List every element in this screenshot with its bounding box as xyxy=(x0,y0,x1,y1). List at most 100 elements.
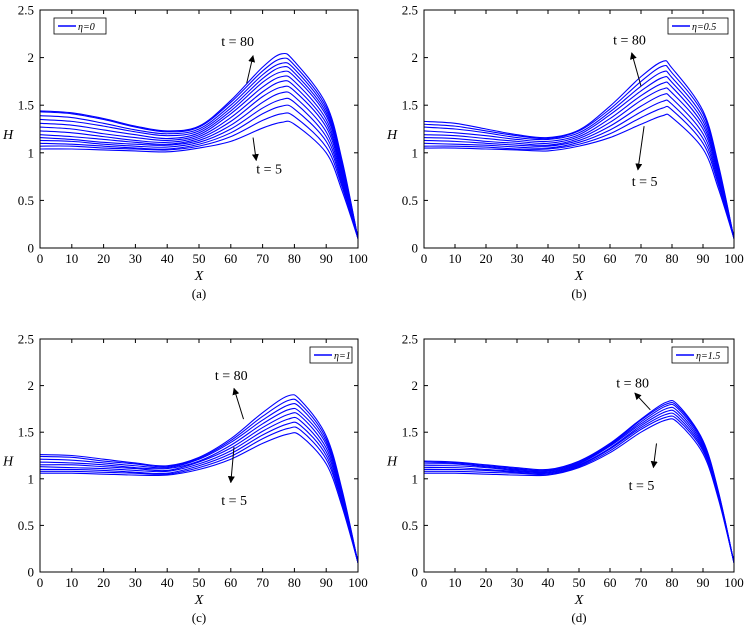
plot-frame xyxy=(423,9,735,249)
y-axis-label: H xyxy=(2,128,14,143)
annotation-arrow-1 xyxy=(246,55,256,84)
series-line-10 xyxy=(39,65,359,239)
series-line-1 xyxy=(39,432,359,563)
x-tick-label: 20 xyxy=(97,575,110,590)
series-line-4 xyxy=(423,93,735,239)
x-tick-label: 50 xyxy=(193,251,206,266)
series-line-2 xyxy=(423,415,735,563)
y-tick-label: 0 xyxy=(412,565,419,580)
annotation-arrow-2 xyxy=(251,137,259,162)
series-line-4 xyxy=(39,416,359,563)
y-tick-label: 2 xyxy=(28,378,35,393)
annotation-arrow-2 xyxy=(650,443,658,469)
series-line-6 xyxy=(39,407,359,563)
plot-frame xyxy=(423,338,735,573)
annotation-label-1: t = 80 xyxy=(616,376,649,391)
x-tick-label: 10 xyxy=(449,251,462,266)
series-line-7 xyxy=(39,80,359,239)
x-tick-label: 70 xyxy=(635,575,648,590)
x-tick-label: 10 xyxy=(65,575,78,590)
series-line-2 xyxy=(423,105,735,239)
x-tick-label: 0 xyxy=(421,251,428,266)
x-axis-label: X xyxy=(574,593,584,608)
y-tick-label: 1.5 xyxy=(402,98,418,113)
legend-label: η=1 xyxy=(334,351,351,362)
x-tick-label: 90 xyxy=(320,575,333,590)
legend: η=1.5 xyxy=(671,346,729,364)
panel-label: (b) xyxy=(571,286,586,301)
x-tick-label: 100 xyxy=(348,575,368,590)
series-line-13 xyxy=(39,52,359,239)
x-tick-label: 30 xyxy=(129,251,142,266)
x-tick-label: 40 xyxy=(161,251,174,266)
series-line-4 xyxy=(423,409,735,563)
series-line-9 xyxy=(423,64,735,239)
annotation-arrow-1 xyxy=(630,52,642,87)
series-line-5 xyxy=(39,91,359,239)
x-tick-label: 70 xyxy=(256,575,269,590)
x-tick-label: 80 xyxy=(288,251,301,266)
y-tick-label: 1 xyxy=(412,471,419,486)
annotation-arrow-1 xyxy=(634,392,651,411)
legend-label: η=1.5 xyxy=(696,351,720,362)
y-tick-label: 2.5 xyxy=(402,332,418,347)
y-tick-label: 2.5 xyxy=(18,3,34,18)
legend: η=0.5 xyxy=(667,17,729,35)
annotation-label-2: t = 5 xyxy=(221,494,247,509)
x-tick-label: 0 xyxy=(421,575,428,590)
x-tick-label: 30 xyxy=(511,575,524,590)
x-tick-label: 100 xyxy=(724,251,744,266)
x-tick-label: 40 xyxy=(542,251,555,266)
series-line-1 xyxy=(423,113,735,239)
y-tick-label: 2 xyxy=(412,378,419,393)
annotation-arrow-2 xyxy=(227,447,235,484)
plot-frame xyxy=(39,338,359,573)
series-line-9 xyxy=(39,70,359,239)
legend-label: η=0 xyxy=(78,22,95,33)
series-line-3 xyxy=(39,421,359,563)
x-tick-label: 0 xyxy=(37,575,44,590)
x-tick-label: 20 xyxy=(97,251,110,266)
y-tick-label: 2 xyxy=(412,50,419,65)
x-tick-label: 30 xyxy=(511,251,524,266)
series-line-7 xyxy=(39,402,359,563)
series-line-8 xyxy=(423,399,735,563)
x-tick-label: 50 xyxy=(573,251,586,266)
y-tick-label: 1.5 xyxy=(402,425,418,440)
y-tick-label: 1 xyxy=(28,145,35,160)
series-line-7 xyxy=(423,76,735,239)
series-line-5 xyxy=(39,412,359,563)
series-line-6 xyxy=(39,85,359,239)
y-tick-label: 0.5 xyxy=(402,193,418,208)
series-line-3 xyxy=(423,412,735,563)
legend: η=0 xyxy=(53,17,107,35)
x-axis-label: X xyxy=(194,269,204,284)
x-tick-label: 10 xyxy=(449,575,462,590)
series-line-8 xyxy=(423,70,735,239)
x-tick-label: 0 xyxy=(37,251,44,266)
series-line-8 xyxy=(39,75,359,239)
x-tick-label: 60 xyxy=(604,251,617,266)
series-line-1 xyxy=(39,120,359,239)
panel-label: (c) xyxy=(192,610,206,625)
chart-panel-d: 0 10 20 30 40 50 60 70 80 90 100 0 0.5 1 1.5 2 2.5 X H (d) η… xyxy=(386,332,744,626)
x-tick-label: 50 xyxy=(193,575,206,590)
y-axis-label: H xyxy=(2,455,14,470)
chart-panel-c: 0 10 20 30 40 50 60 70 80 90 100 0 0.5 1 1.5 2 2.5 X H (c) η… xyxy=(2,332,368,626)
x-tick-label: 90 xyxy=(697,575,710,590)
series-line-5 xyxy=(423,87,735,239)
x-tick-label: 90 xyxy=(320,251,333,266)
x-tick-label: 80 xyxy=(666,251,679,266)
annotation-arrow-2 xyxy=(635,126,645,171)
legend-box xyxy=(667,17,729,35)
x-axis-label: X xyxy=(574,269,584,284)
x-axis-label: X xyxy=(194,593,204,608)
x-tick-label: 30 xyxy=(129,575,142,590)
y-axis-label: H xyxy=(386,128,398,143)
x-tick-label: 60 xyxy=(604,575,617,590)
x-tick-label: 20 xyxy=(480,575,493,590)
chart-panel-b: 0 10 20 30 40 50 60 70 80 90 100 0 0.5 1 1.5 2 2.5 X H (b) η… xyxy=(386,3,744,302)
x-tick-label: 70 xyxy=(256,251,269,266)
x-tick-label: 70 xyxy=(635,251,648,266)
x-tick-label: 80 xyxy=(288,575,301,590)
